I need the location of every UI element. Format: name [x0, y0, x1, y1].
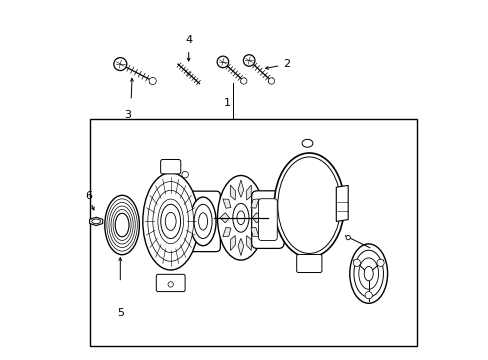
Bar [89, 119, 416, 346]
Ellipse shape [111, 206, 133, 244]
Ellipse shape [92, 219, 101, 224]
Ellipse shape [302, 139, 312, 147]
Ellipse shape [168, 282, 173, 287]
Ellipse shape [115, 213, 129, 237]
Ellipse shape [158, 199, 183, 244]
Ellipse shape [194, 204, 212, 238]
Polygon shape [230, 185, 235, 200]
Polygon shape [252, 213, 261, 223]
Polygon shape [89, 217, 102, 226]
Ellipse shape [147, 181, 193, 261]
Circle shape [114, 58, 126, 71]
Ellipse shape [113, 210, 131, 240]
Polygon shape [223, 228, 230, 237]
Circle shape [376, 259, 384, 266]
Ellipse shape [161, 204, 180, 238]
Ellipse shape [198, 213, 207, 230]
Ellipse shape [115, 213, 129, 237]
Ellipse shape [104, 195, 139, 255]
Ellipse shape [165, 212, 176, 230]
Polygon shape [250, 199, 259, 208]
Circle shape [352, 259, 360, 266]
Ellipse shape [142, 173, 198, 270]
Ellipse shape [364, 266, 372, 281]
FancyBboxPatch shape [185, 191, 220, 252]
Ellipse shape [353, 250, 383, 297]
FancyBboxPatch shape [156, 274, 185, 292]
Ellipse shape [153, 190, 188, 252]
Ellipse shape [190, 197, 216, 246]
Ellipse shape [232, 203, 248, 232]
Ellipse shape [274, 153, 344, 257]
Polygon shape [238, 238, 243, 256]
Polygon shape [246, 185, 251, 200]
Circle shape [268, 78, 274, 84]
Ellipse shape [217, 176, 264, 260]
Text: 5: 5 [117, 308, 123, 318]
Ellipse shape [109, 202, 135, 248]
Ellipse shape [237, 211, 244, 225]
Ellipse shape [182, 171, 188, 178]
Polygon shape [220, 213, 229, 223]
Polygon shape [336, 185, 347, 221]
Text: 6: 6 [85, 190, 92, 201]
FancyBboxPatch shape [251, 191, 284, 248]
FancyBboxPatch shape [296, 255, 321, 273]
Circle shape [243, 55, 254, 66]
Polygon shape [238, 180, 243, 197]
Text: 2: 2 [283, 59, 290, 69]
Ellipse shape [107, 199, 137, 251]
Text: 4: 4 [185, 35, 192, 45]
Polygon shape [223, 199, 230, 208]
FancyBboxPatch shape [258, 199, 277, 240]
Ellipse shape [277, 157, 340, 253]
Ellipse shape [349, 244, 387, 303]
Circle shape [149, 77, 156, 85]
Text: 3: 3 [124, 110, 131, 120]
Polygon shape [250, 228, 259, 237]
Circle shape [240, 78, 246, 84]
Polygon shape [246, 235, 251, 251]
Ellipse shape [358, 258, 378, 289]
FancyBboxPatch shape [160, 159, 181, 174]
Polygon shape [230, 235, 235, 251]
Circle shape [365, 292, 371, 299]
Circle shape [217, 56, 228, 68]
Text: 1: 1 [224, 98, 231, 108]
Ellipse shape [346, 235, 349, 240]
